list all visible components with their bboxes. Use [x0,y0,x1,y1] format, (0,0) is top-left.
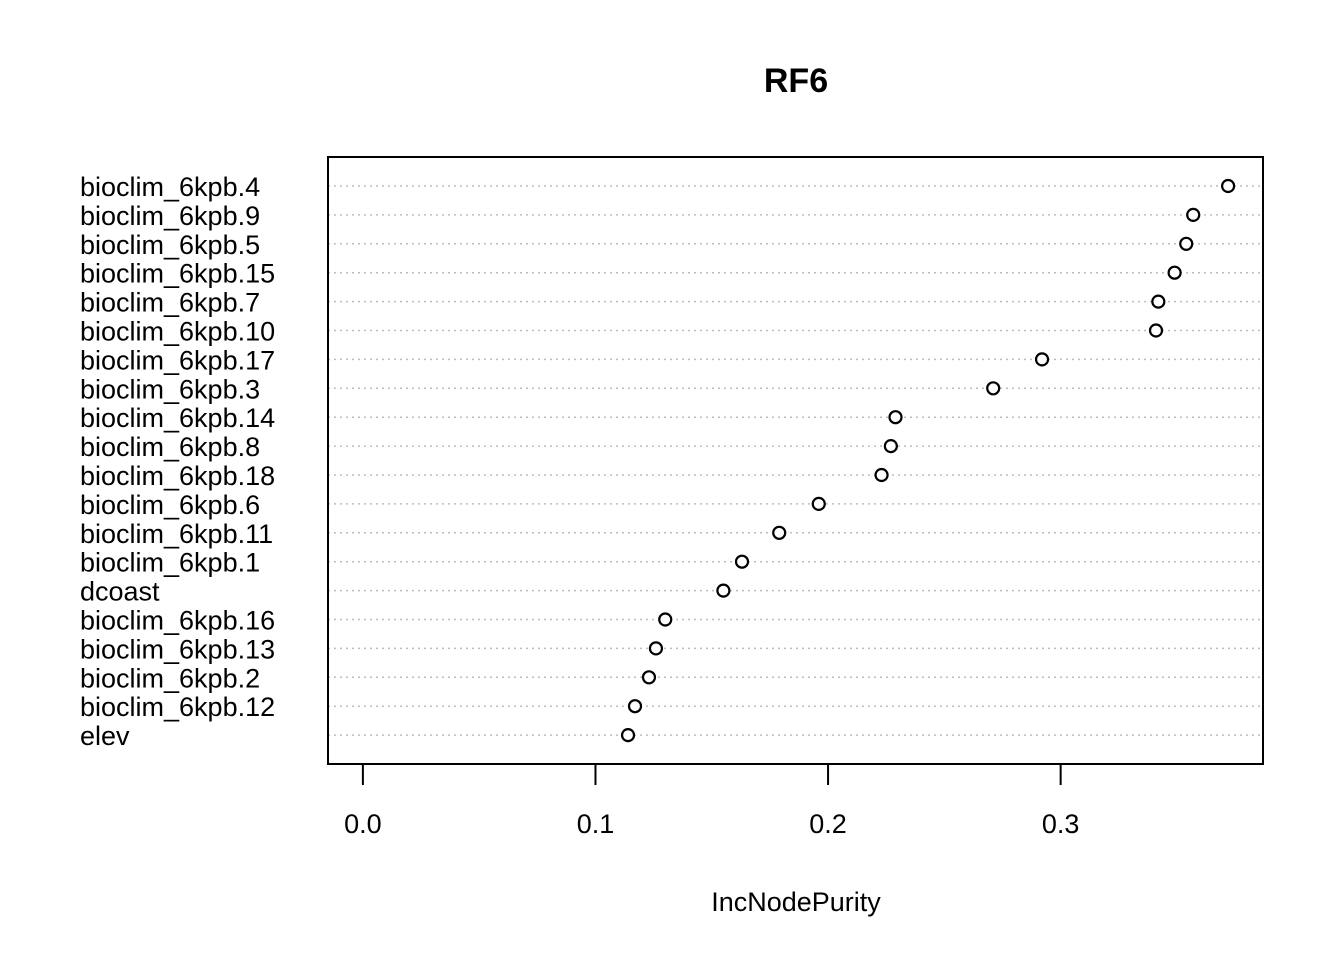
x-axis-title: IncNodePurity [711,887,881,917]
data-point [658,612,673,627]
category-label: bioclim_6kpb.2 [80,663,260,693]
data-point [986,381,1001,396]
data-point [641,670,657,685]
category-label: bioclim_6kpb.4 [80,172,260,202]
category-label: bioclim_6kpb.8 [80,432,260,462]
category-label: bioclim_6kpb.6 [80,490,260,520]
category-label: bioclim_6kpb.7 [80,288,260,318]
category-label: bioclim_6kpb.15 [80,259,275,289]
data-point [734,554,750,569]
gridlines [328,185,1263,736]
data-point [716,583,731,598]
category-label: bioclim_6kpb.10 [80,317,275,347]
category-label: elev [80,721,130,751]
data-point [888,410,903,425]
chart-title: RF6 [764,62,828,100]
category-label: bioclim_6kpb.11 [80,519,273,549]
category-label: bioclim_6kpb.5 [80,230,260,260]
x-tick-label: 0.2 [809,809,847,839]
category-label: bioclim_6kpb.13 [80,634,275,664]
data-points [620,178,1236,743]
data-point [648,641,664,656]
category-label: bioclim_6kpb.14 [80,403,275,433]
category-label: bioclim_6kpb.17 [80,345,275,375]
data-point [1221,178,1236,194]
x-tick-label: 0.1 [577,809,615,839]
data-point [1186,207,1201,222]
category-label: bioclim_6kpb.1 [80,548,260,578]
plot-frame [327,156,1264,765]
data-point [772,525,787,540]
x-tick-label: 0.0 [344,809,382,839]
category-label: bioclim_6kpb.16 [80,606,275,636]
category-label: bioclim_6kpb.18 [80,461,275,491]
data-point [1034,352,1050,367]
data-point [1179,236,1194,251]
category-label: dcoast [80,577,160,607]
x-tick-label: 0.3 [1042,809,1080,839]
category-labels: bioclim_6kpb.4bioclim_6kpb.9bioclim_6kpb… [80,172,275,751]
data-point [1167,265,1182,280]
data-point [811,496,826,511]
data-point [1148,323,1164,338]
data-point [874,467,889,483]
data-point [627,699,643,714]
category-label: bioclim_6kpb.3 [80,374,260,404]
category-label: bioclim_6kpb.9 [80,201,260,231]
x-axis: 0.0 0.1 0.2 0.3 [344,763,1080,839]
data-point [620,727,636,743]
data-point [1151,294,1166,309]
category-label: bioclim_6kpb.12 [80,692,275,722]
data-point [883,439,898,454]
